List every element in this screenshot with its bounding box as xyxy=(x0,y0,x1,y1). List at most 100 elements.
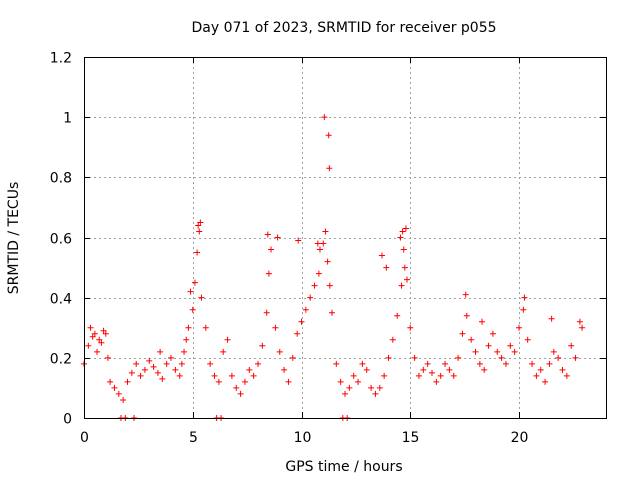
data-point xyxy=(568,342,575,349)
data-point xyxy=(237,390,244,397)
x-tick-label: 20 xyxy=(511,430,529,446)
y-tick-label: 0.4 xyxy=(50,292,72,308)
data-point xyxy=(383,264,390,271)
data-point xyxy=(342,390,348,397)
data-point xyxy=(259,342,266,349)
data-point xyxy=(546,360,553,367)
data-point xyxy=(321,114,328,121)
data-point xyxy=(311,282,318,289)
data-point xyxy=(476,360,483,367)
data-point xyxy=(385,354,392,361)
data-point xyxy=(442,360,449,367)
data-point xyxy=(104,354,111,361)
data-point xyxy=(415,372,422,379)
data-point xyxy=(281,366,288,373)
data-point xyxy=(368,384,375,391)
data-point xyxy=(420,366,427,373)
data-point xyxy=(559,366,566,373)
data-point xyxy=(433,378,440,385)
data-point xyxy=(202,324,209,331)
data-point xyxy=(363,366,370,373)
data-point xyxy=(394,312,401,319)
data-point xyxy=(529,360,536,367)
data-point xyxy=(315,270,322,277)
y-tick-label: 0.6 xyxy=(50,232,72,248)
data-point xyxy=(494,348,501,355)
data-point xyxy=(555,354,562,361)
data-point xyxy=(189,306,196,313)
data-point xyxy=(521,294,528,301)
data-point xyxy=(137,372,144,379)
data-point xyxy=(468,336,475,343)
data-point xyxy=(196,228,203,235)
data-point xyxy=(376,384,383,391)
data-point xyxy=(289,354,296,361)
chart-title: Day 071 of 2023, SRMTID for receiver p05… xyxy=(191,20,496,36)
data-point xyxy=(498,354,505,361)
data-point xyxy=(322,228,329,235)
data-point xyxy=(537,366,544,373)
data-point xyxy=(533,372,540,379)
data-point xyxy=(485,342,492,349)
data-point xyxy=(191,279,198,286)
data-point xyxy=(295,237,302,244)
data-point xyxy=(307,294,314,301)
data-point xyxy=(424,360,431,367)
data-point xyxy=(429,369,435,376)
data-point xyxy=(178,360,185,367)
data-point xyxy=(446,366,453,373)
data-point xyxy=(402,225,409,232)
data-point xyxy=(265,270,272,277)
data-point xyxy=(450,372,457,379)
data-point xyxy=(181,348,188,355)
data-point xyxy=(520,306,527,313)
data-point xyxy=(507,342,514,349)
data-point xyxy=(264,231,271,238)
data-point xyxy=(268,246,275,253)
data-point xyxy=(411,354,418,361)
data-point xyxy=(133,360,140,367)
data-point xyxy=(211,372,218,379)
data-point xyxy=(398,282,405,289)
data-point xyxy=(326,165,333,172)
data-point xyxy=(524,336,531,343)
data-point xyxy=(96,336,103,343)
data-point xyxy=(274,234,281,241)
data-point xyxy=(516,324,522,331)
y-tick-label: 1 xyxy=(63,111,72,127)
data-point xyxy=(381,372,388,379)
data-point xyxy=(407,324,414,331)
data-point xyxy=(94,348,101,355)
data-point xyxy=(399,228,406,235)
data-point xyxy=(255,360,261,367)
data-point xyxy=(198,294,205,301)
data-point xyxy=(120,396,127,403)
data-point xyxy=(455,354,462,361)
data-point xyxy=(462,291,469,298)
data-point xyxy=(159,375,166,382)
data-point xyxy=(350,372,357,379)
data-point xyxy=(228,372,235,379)
data-point xyxy=(397,234,404,241)
data-point xyxy=(183,336,190,343)
data-point xyxy=(337,378,344,385)
data-points xyxy=(81,114,586,421)
x-tick-label: 5 xyxy=(189,430,198,446)
data-point xyxy=(459,330,466,337)
x-tick-label: 0 xyxy=(80,430,89,446)
data-point xyxy=(150,363,157,370)
data-point xyxy=(285,378,292,385)
data-point xyxy=(550,348,557,355)
data-point xyxy=(107,378,114,385)
data-point xyxy=(115,390,122,397)
y-tick-label: 0.8 xyxy=(50,171,72,187)
gridlines xyxy=(84,57,606,418)
data-point xyxy=(100,327,107,334)
y-tick-labels: 0 0.2 0.4 0.6 0.8 1 1.2 xyxy=(50,51,72,428)
data-point xyxy=(326,282,333,289)
data-point xyxy=(185,324,192,331)
data-point xyxy=(359,360,366,367)
data-point xyxy=(85,342,92,349)
y-tick-label: 1.2 xyxy=(50,51,72,67)
